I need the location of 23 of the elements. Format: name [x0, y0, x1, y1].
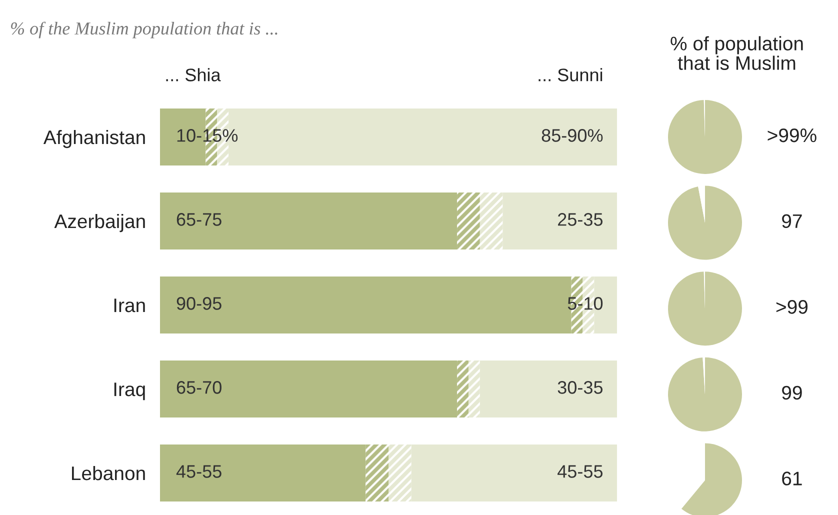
chart-title: % of population that is Muslim [670, 36, 803, 70]
data-label: 30-35 [558, 381, 603, 394]
y-tick-label: Azerbaijan [54, 214, 145, 232]
y-tick-label: Afghanistan [43, 130, 145, 148]
data-label: >99% [768, 128, 816, 142]
data-label: 61 [782, 472, 802, 486]
data-label: 45-55 [558, 465, 603, 478]
data-label: 25-35 [558, 213, 603, 226]
chart-title: % of the Muslim population that is ... [11, 22, 278, 38]
y-tick-label: Lebanon [72, 466, 145, 480]
series-label: ... Sunni [538, 68, 602, 82]
data-label: 99 [782, 386, 802, 400]
data-label: 65-75 [176, 213, 222, 226]
y-tick-label: Iraq [114, 382, 145, 400]
data-label: 5-10 [568, 297, 603, 310]
series-label: ... Shia [166, 68, 221, 82]
data-label: 90-95 [176, 297, 222, 310]
y-tick-label: Iran [114, 298, 145, 312]
data-label: 65-70 [176, 381, 222, 394]
data-label: 45-55 [176, 465, 222, 478]
data-label: 85-90% [542, 129, 603, 142]
data-label: 97 [782, 214, 802, 228]
data-label: >99 [776, 300, 808, 314]
